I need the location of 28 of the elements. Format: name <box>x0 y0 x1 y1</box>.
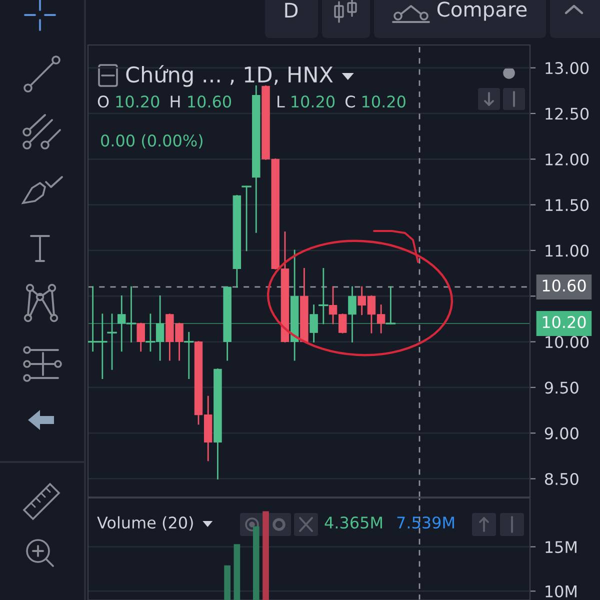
y-tick-label: 11.50 <box>546 199 589 212</box>
y-tick-label: 9.50 <box>544 382 578 394</box>
text: Compare <box>437 2 527 21</box>
y-tick-label: 13.00 <box>546 62 589 74</box>
y-tick-label: 10M <box>546 585 576 598</box>
ref-line-label: 10.20 <box>542 316 586 328</box>
annotation: O <box>98 96 109 108</box>
text: D <box>285 2 298 18</box>
annotation: 10.20 <box>292 96 335 108</box>
y-tick-label: 10.00 <box>546 336 589 348</box>
y-tick-label: 9.00 <box>544 427 578 440</box>
y-tick-label: 8.50 <box>544 472 578 486</box>
y-tick-label: 12.50 <box>546 108 589 120</box>
y-tick-label: 11.00 <box>546 244 589 257</box>
annotation: 10.20 <box>116 96 160 108</box>
annotation: 0.00 (0.00%) <box>101 134 202 149</box>
annotation: 7.539M <box>397 516 454 529</box>
annotation: 4.365M <box>324 516 382 529</box>
text: Volume (20) <box>97 516 193 531</box>
annotation: 10.60 <box>188 96 232 108</box>
y-tick-label: 12.00 <box>546 153 589 166</box>
y-tick-label: 15M <box>546 541 576 554</box>
annotation: C <box>346 96 355 108</box>
ref-line-label: 10.60 <box>542 280 586 292</box>
annotation: H <box>170 96 180 108</box>
text: Chứng ... , 1D, HNX <box>126 65 333 87</box>
annotation: 10.20 <box>362 96 406 108</box>
annotation: L <box>278 96 285 108</box>
